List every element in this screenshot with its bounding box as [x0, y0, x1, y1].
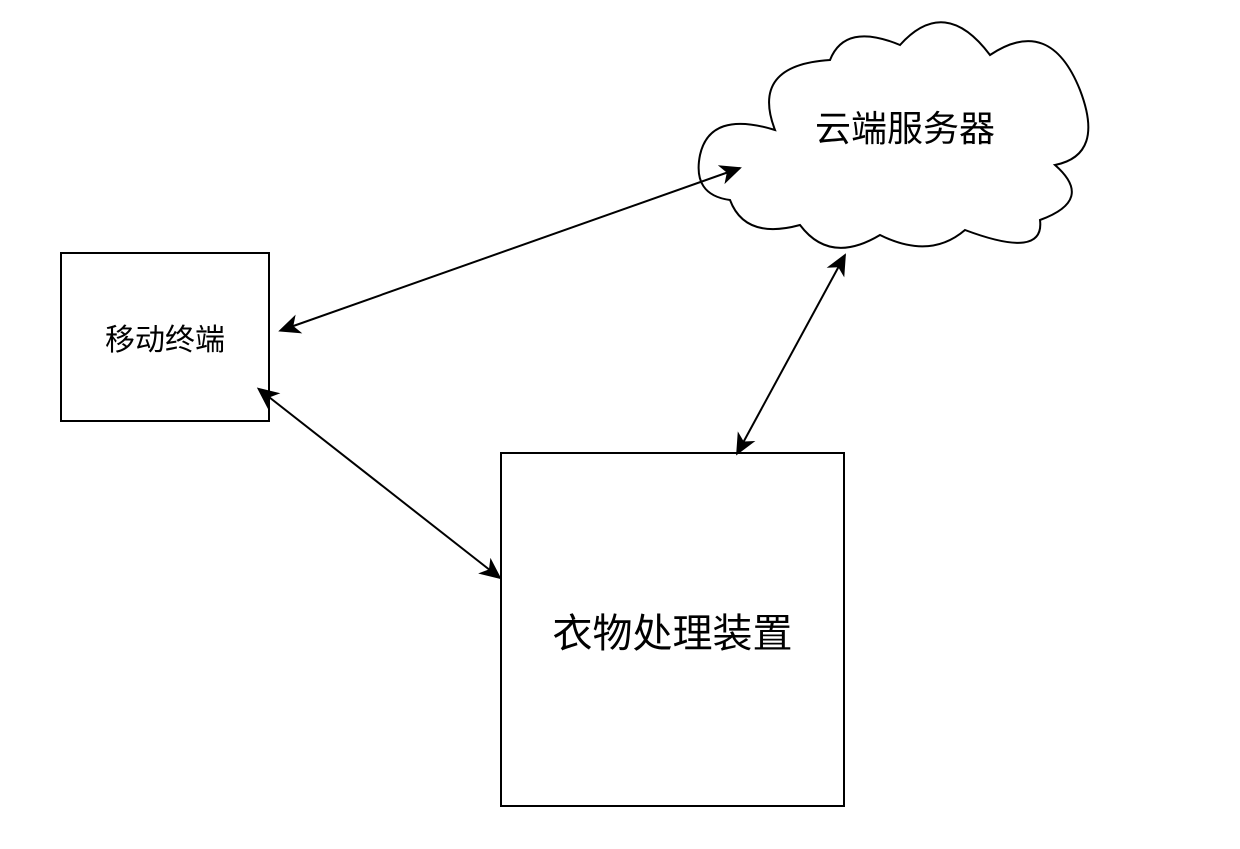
mobile-terminal-label: 移动终端 — [105, 315, 225, 359]
clothes-device-node: 衣物处理装置 — [500, 452, 845, 807]
mobile-terminal-node: 移动终端 — [60, 252, 270, 422]
clothes-device-label: 衣物处理装置 — [553, 601, 793, 659]
cloud-server-label: 云端服务器 — [815, 100, 995, 152]
